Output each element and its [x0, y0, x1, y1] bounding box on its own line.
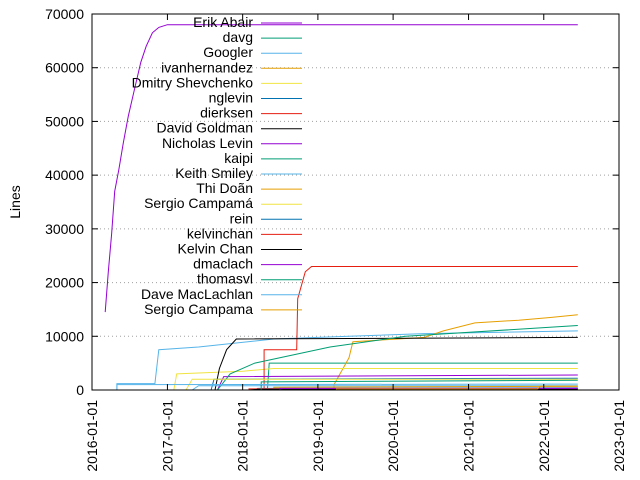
legend-label: nglevin — [209, 90, 253, 106]
series-line-18 — [260, 379, 578, 390]
y-tick-label: 30000 — [45, 221, 84, 237]
y-tick-label: 10000 — [45, 328, 84, 344]
legend-label: Dmitry Shevchenko — [132, 74, 254, 90]
series-line-5 — [173, 368, 578, 391]
series-line-2 — [266, 362, 578, 391]
plot-frame — [91, 13, 620, 391]
legend-label: ivanhernandez — [161, 59, 253, 75]
legend-label: dierksen — [200, 105, 253, 121]
legend-label: kaipi — [224, 150, 253, 166]
legend-label: Sergio Campama — [144, 301, 253, 317]
legend-label: rein — [230, 210, 253, 226]
legend-label: Dave MacLachlan — [141, 286, 253, 302]
x-tick-label: 2022-01-01 — [536, 400, 552, 472]
x-axis-ticks: 2016-01-01 2017-01-01 2018-01-01 2019-01-01… — [84, 14, 627, 472]
y-tick-label: 40000 — [45, 167, 84, 183]
y-tick-label: 0 — [76, 382, 84, 398]
series-line-1 — [104, 24, 578, 313]
legend-label: dmaclach — [193, 256, 253, 272]
series-line-8 — [214, 336, 578, 391]
x-tick-label: 2016-01-01 — [84, 400, 100, 472]
x-tick-label: 2020-01-01 — [385, 400, 401, 472]
series-line-10 — [217, 325, 578, 391]
legend-label: kelvinchan — [187, 225, 253, 241]
legend-label: Nicholas Levin — [162, 135, 253, 151]
series-line-20 — [335, 385, 578, 390]
x-tick-label: 2019-01-01 — [310, 400, 326, 472]
legend-label: thomasvl — [197, 271, 253, 287]
legend-label: Keith Smiley — [175, 165, 253, 181]
legend: Erik AbairdavgGooglerivanhernandezDmitry… — [132, 14, 302, 317]
y-axis-label: Lines — [7, 185, 23, 218]
x-tick-label: 2021-01-01 — [461, 400, 477, 472]
y-axis-ticks: 0 10000 20000 30000 40000 50000 60000 70000 — [45, 6, 619, 398]
legend-label: David Goldman — [157, 120, 254, 136]
plot-area — [104, 24, 578, 391]
y-tick-label: 70000 — [45, 6, 84, 22]
series-line-13 — [185, 378, 578, 391]
legend-label: davg — [223, 29, 253, 45]
legend-label: Thi Doãn — [196, 180, 253, 196]
legend-label: Googler — [203, 44, 253, 60]
legend-label: Erik Abair — [193, 14, 253, 30]
x-tick-label: 2017-01-01 — [159, 400, 175, 472]
series-line-11 — [191, 385, 578, 391]
y-tick-label: 50000 — [45, 113, 84, 129]
legend-label: Sergio Campamá — [144, 195, 253, 211]
y-tick-label: 20000 — [45, 275, 84, 291]
series-line-7 — [263, 266, 578, 390]
legend-label: Kelvin Chan — [178, 241, 254, 257]
series-line-19 — [116, 383, 578, 390]
y-tick-label: 60000 — [45, 60, 84, 76]
x-tick-label: 2018-01-01 — [235, 400, 251, 472]
x-tick-label: 2023-01-01 — [611, 400, 627, 472]
series-line-3 — [116, 330, 578, 390]
